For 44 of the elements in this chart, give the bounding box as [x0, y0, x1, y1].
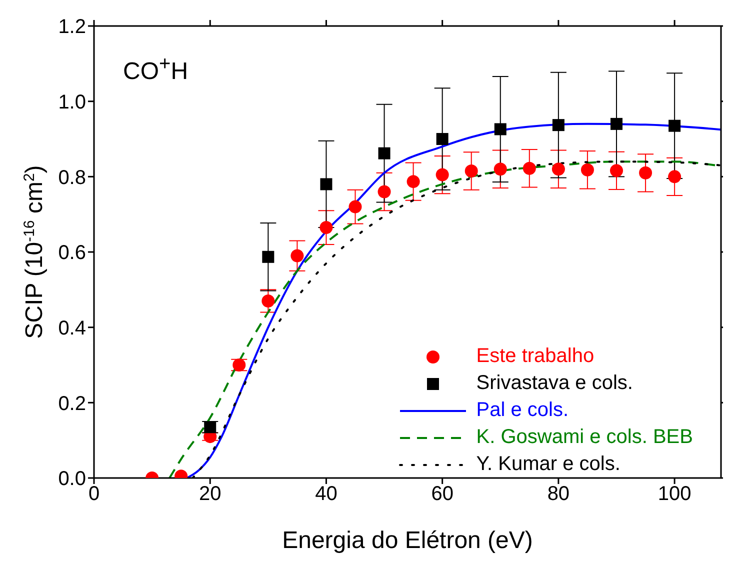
point: [494, 123, 506, 136]
x-tick-label: 80: [547, 483, 570, 506]
point: [436, 168, 449, 182]
legend-label: Srivastava e cols.: [476, 372, 633, 395]
x-tick-label: 0: [88, 483, 100, 506]
point: [522, 162, 536, 175]
point: [406, 175, 420, 188]
point: [262, 250, 274, 263]
point: [610, 118, 622, 130]
y-tick-label: 1.0: [58, 91, 86, 114]
point: [348, 200, 362, 214]
point: [320, 178, 332, 190]
x-axis-title: Energia do Elétron (eV): [282, 527, 533, 554]
point: [378, 147, 390, 160]
point: [552, 162, 565, 176]
x-tick-label: 100: [658, 483, 692, 506]
x-tick-label: 60: [431, 483, 454, 506]
point: [436, 133, 448, 145]
point: [320, 221, 333, 234]
point: [668, 170, 682, 184]
legend-label: Y. Kumar e cols.: [476, 453, 620, 476]
point: [639, 166, 652, 180]
y-tick-label: 0.8: [58, 166, 86, 189]
y-tick-label: 1.2: [58, 16, 86, 38]
point: [290, 249, 304, 262]
legend-label: K. Goswami e cols. BEB: [476, 426, 693, 449]
point: [552, 119, 564, 132]
legend-label: Este trabalho: [476, 345, 594, 368]
point: [262, 294, 275, 308]
point: [204, 421, 216, 434]
point: [494, 162, 507, 176]
point: [464, 164, 478, 178]
x-tick-label: 40: [315, 483, 338, 506]
y-tick-label: 0.6: [58, 242, 86, 264]
y-tick-label: 0.2: [58, 392, 86, 415]
y-tick-label: 0.0: [58, 468, 86, 490]
point: [610, 164, 623, 178]
point: [378, 185, 391, 198]
point: [580, 163, 594, 176]
y-tick-label: 0.4: [58, 317, 86, 340]
point: [668, 120, 681, 132]
x-tick-label: 20: [198, 483, 222, 506]
legend-label: Pal e cols.: [476, 399, 569, 422]
annotation-text: CO$^{+}$H: [123, 53, 188, 86]
